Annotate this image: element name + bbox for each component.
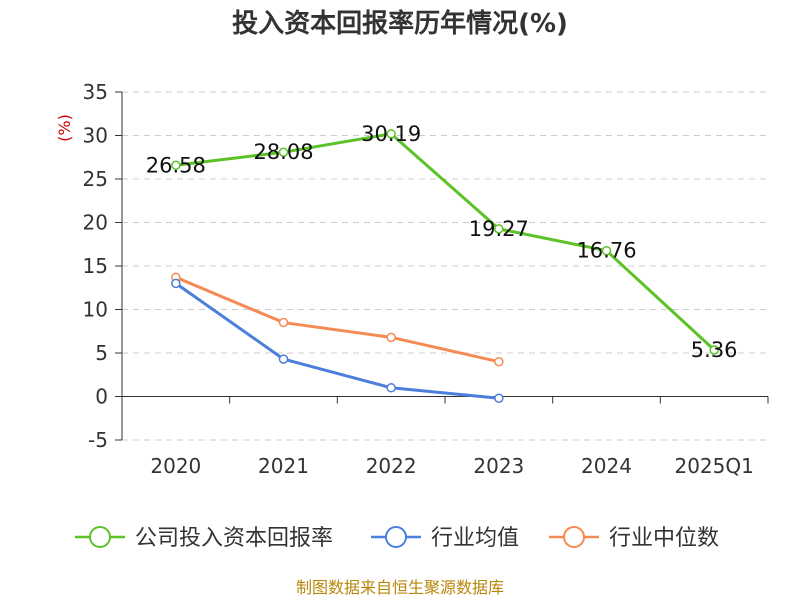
data-label: 26.58 (146, 153, 206, 177)
x-tick-labels: 2020 2021 2022 2023 2024 2025Q1 (150, 454, 753, 478)
legend-label: 行业均值 (431, 526, 519, 551)
legend-marker (89, 526, 111, 548)
y-tick-label: 20 (83, 211, 108, 235)
x-tick-label: 2025Q1 (674, 454, 753, 478)
data-point (494, 393, 504, 403)
data-point (278, 354, 289, 364)
data-label: 5.36 (691, 338, 738, 362)
grid-lines (122, 91, 768, 441)
x-tick-label: 2022 (366, 454, 417, 478)
data-label: 30.19 (361, 122, 421, 146)
y-tick-label: 10 (83, 298, 108, 322)
series-line-1 (174, 282, 499, 400)
data-point (386, 129, 396, 139)
y-tick-label: 15 (83, 254, 108, 278)
x-tick-label: 2021 (258, 454, 309, 478)
data-point (709, 345, 719, 355)
chart-title: 投入资本回报率历年情况(%) (232, 8, 568, 39)
legend: 公司投入资本回报率 行业均值 行业中位数 (75, 526, 719, 551)
data-label: 19.27 (469, 217, 529, 241)
y-tick-label: -5 (88, 428, 108, 452)
y-axis-unit: (%) (55, 114, 74, 142)
data-point (386, 383, 396, 393)
data-point (171, 160, 181, 171)
y-tick-label: 5 (95, 341, 108, 365)
data-point (278, 147, 289, 157)
legend-label: 行业中位数 (609, 526, 719, 551)
x-tick-label: 2023 (473, 454, 524, 478)
data-point (386, 332, 396, 343)
x-tick-label: 2024 (581, 454, 632, 478)
y-tick-label: 0 (95, 385, 108, 409)
legend-marker (385, 526, 407, 548)
data-point (171, 278, 181, 289)
y-tick-label: 35 (83, 80, 108, 104)
data-label: 28.08 (253, 140, 313, 164)
series-line-0 (175, 132, 716, 351)
source-note: 制图数据来自恒生聚源数据库 (296, 578, 504, 597)
series-lines (171, 129, 719, 403)
data-point (494, 224, 504, 234)
data-point (601, 245, 612, 256)
data-labels: 26.58 28.08 30.19 19.27 16.76 5.36 (146, 122, 738, 362)
data-label: 16.76 (576, 239, 636, 263)
y-tick-label: 25 (83, 167, 108, 191)
axes (115, 91, 769, 441)
x-tick-label: 2020 (150, 454, 201, 478)
y-tick-labels: 35 30 25 20 15 10 5 0 -5 (83, 80, 108, 452)
series-line-2 (175, 275, 500, 364)
data-point (494, 356, 504, 367)
legend-label: 公司投入资本回报率 (135, 526, 333, 551)
legend-marker (563, 526, 585, 548)
y-tick-label: 30 (83, 124, 108, 148)
data-point (278, 317, 289, 328)
